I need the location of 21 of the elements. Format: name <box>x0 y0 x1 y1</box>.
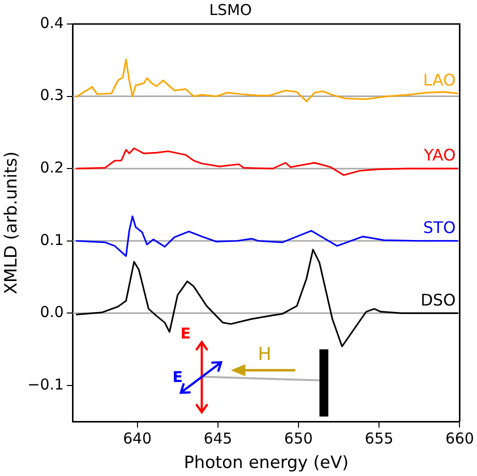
y-tick-label: 0.4 <box>40 14 64 32</box>
series-label: LAO <box>423 70 456 90</box>
series-label: YAO <box>422 146 456 165</box>
y-tick-label: 0.3 <box>40 86 64 104</box>
y-tick-label: 0.1 <box>40 230 64 249</box>
annotation: E <box>172 368 183 386</box>
y-axis-title: XMLD (arb.units) <box>2 151 22 294</box>
x-tick-label: 645 <box>204 429 232 448</box>
annotation: E <box>180 324 191 342</box>
y-tick-label: 0.2 <box>40 158 64 176</box>
annotation: H <box>258 344 272 366</box>
x-axis-title: Photon energy (eV) <box>184 453 349 474</box>
chart-title: LSMO <box>209 0 252 19</box>
y-tick-label: −0.1 <box>27 375 64 394</box>
x-tick-label: 640 <box>122 429 152 448</box>
x-tick-label: 660 <box>445 429 474 448</box>
y-tick-label: 0.0 <box>40 303 64 322</box>
series-label: STO <box>423 218 456 238</box>
x-tick-label: 650 <box>284 429 313 448</box>
series-label: DSO <box>420 290 456 310</box>
x-tick-label: 655 <box>364 429 394 448</box>
